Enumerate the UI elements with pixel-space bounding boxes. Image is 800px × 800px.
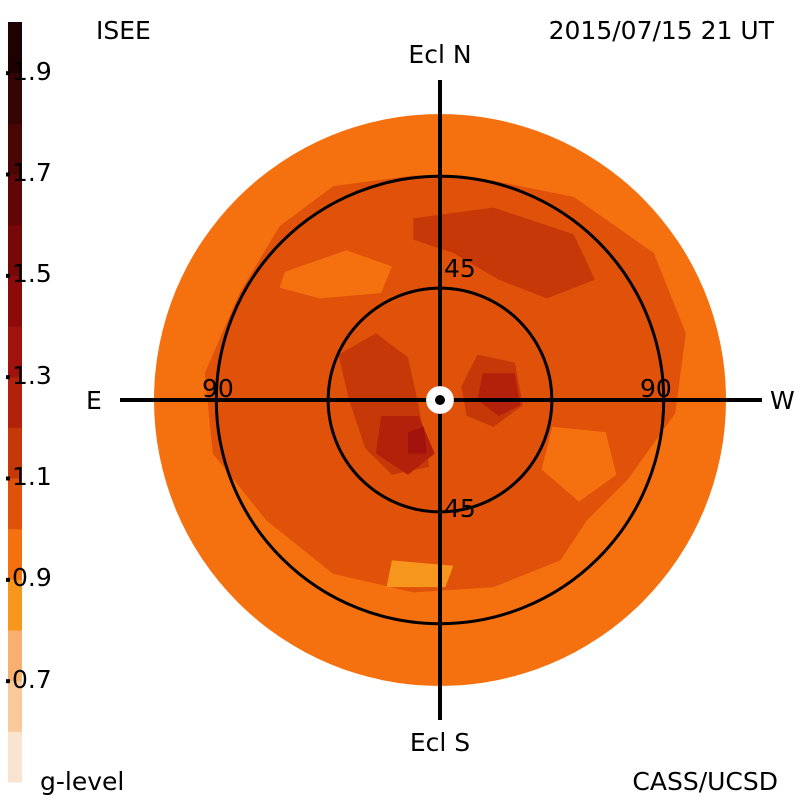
g-level-regions — [204, 175, 686, 593]
ring-label-45-north: 45 — [444, 254, 476, 283]
colorbar-tick-6 — [6, 679, 10, 684]
colorbar-tick-2 — [6, 273, 10, 278]
colorbar-band-4 — [8, 528, 22, 580]
colorbar-tick-label: 1.5 — [12, 259, 52, 289]
credit-label: CASS/UCSD — [632, 767, 778, 796]
colorbar-band-0 — [8, 731, 22, 783]
colorbar-tick-label: 1.3 — [12, 360, 52, 390]
colorbar-band-9 — [8, 275, 22, 327]
ring-label-90-west: 90 — [640, 374, 672, 403]
g-level-region-3 — [386, 560, 454, 588]
colorbar-band-3 — [8, 579, 22, 631]
colorbar-tick-label: 1.7 — [12, 158, 52, 187]
colorbar-label: g-level — [40, 767, 125, 796]
direction-south-label: Ecl S — [409, 728, 471, 757]
colorbar-tick-label: 0.7 — [12, 664, 52, 694]
colorbar-tick-3 — [6, 375, 10, 380]
colorbar-tick-1 — [6, 172, 10, 177]
colorbar-band-1 — [8, 680, 22, 732]
g-level-region-8 — [477, 373, 521, 416]
colorbar-band-2 — [8, 630, 22, 682]
colorbar-band-8 — [8, 326, 22, 378]
colorbar-band-14 — [8, 22, 22, 74]
colorbar-tick-5 — [6, 577, 10, 582]
colorbar-tick-4 — [6, 476, 10, 481]
colorbar-band-10 — [8, 224, 22, 276]
colorbar-band-12 — [8, 123, 22, 175]
source-label: ISEE — [96, 16, 151, 45]
colorbar-band-5 — [8, 478, 22, 530]
colorbar-band-7 — [8, 376, 22, 428]
colorbar-tick-label: 1.1 — [12, 462, 52, 491]
direction-west-label: W — [770, 386, 795, 415]
ring-label-45-south: 45 — [444, 494, 476, 523]
g-level-region-1 — [279, 250, 392, 299]
direction-north-label: Ecl N — [408, 40, 472, 69]
colorbar-band-11 — [8, 174, 22, 226]
colorbar-band-13 — [8, 72, 22, 124]
colorbar — [6, 22, 22, 783]
colorbar-tick-0 — [6, 71, 10, 76]
colorbar-tick-label: 1.9 — [12, 56, 52, 86]
g-level-region-2 — [541, 426, 617, 502]
ring-label-90-east: 90 — [202, 374, 234, 403]
g-level-region-9 — [407, 426, 427, 454]
colorbar-tick-label: 0.9 — [12, 563, 52, 593]
timestamp-label: 2015/07/15 21 UT — [548, 16, 774, 45]
sun-center-dot — [435, 395, 445, 405]
g-level-region-4 — [413, 207, 595, 299]
direction-east-label: E — [86, 386, 102, 415]
colorbar-band-6 — [8, 427, 22, 479]
